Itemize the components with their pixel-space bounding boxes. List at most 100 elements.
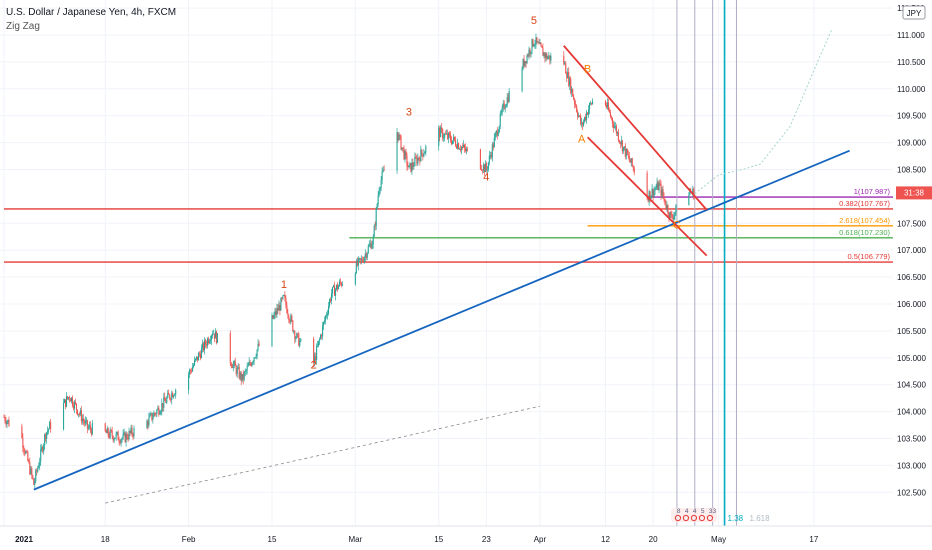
candle-body xyxy=(291,315,293,321)
candle-body xyxy=(653,190,655,197)
price-axis[interactable]: 111.500111.000110.500110.000109.500109.0… xyxy=(825,0,932,526)
candle-body xyxy=(670,211,672,215)
candle-body xyxy=(281,298,283,300)
candle-body xyxy=(464,147,467,152)
candle-body xyxy=(64,399,67,407)
candle-body xyxy=(44,434,46,446)
candle-body xyxy=(47,430,49,433)
candle-body xyxy=(280,298,282,311)
candle-body xyxy=(614,125,616,127)
candle-body xyxy=(480,169,482,171)
candle-body xyxy=(688,195,690,206)
candle-body xyxy=(154,412,156,414)
candle-body xyxy=(544,52,546,58)
date-tick-label: 12 xyxy=(601,535,610,544)
candle-body xyxy=(377,195,379,205)
candle-body xyxy=(633,168,635,173)
candle-body xyxy=(114,438,116,439)
candle-body xyxy=(462,144,465,147)
candle-body xyxy=(485,163,487,170)
candle-body xyxy=(122,433,124,439)
candle-body xyxy=(31,468,33,476)
candle-body xyxy=(359,258,361,260)
candle-body xyxy=(586,112,588,120)
wave-label-C: C xyxy=(673,220,681,232)
price-tick-label: 106.000 xyxy=(897,300,926,309)
candle-body xyxy=(157,407,159,411)
candle-body xyxy=(238,367,240,379)
candle-body xyxy=(661,189,663,196)
candle-body xyxy=(665,204,667,209)
candle-body xyxy=(438,128,440,147)
price-tick-label: 109.000 xyxy=(897,139,926,148)
candle-body xyxy=(496,130,498,136)
candle-body xyxy=(172,393,174,398)
candle-body xyxy=(288,315,290,321)
candle-body xyxy=(50,422,52,430)
candle-body xyxy=(446,133,448,135)
candle-body xyxy=(63,399,66,403)
candle-body xyxy=(491,144,493,158)
trendlines[interactable] xyxy=(33,45,850,504)
currency-badge[interactable]: JPY xyxy=(902,5,926,20)
candle-body xyxy=(168,392,170,395)
candle-body xyxy=(573,96,575,100)
candle-body xyxy=(408,165,410,168)
candle-body xyxy=(629,160,631,163)
candle-body xyxy=(236,368,238,375)
chart-legend[interactable]: U.S. Dollar / Japanese Yen, 4h, FXCM Zig… xyxy=(6,6,176,34)
candle-body xyxy=(503,103,505,109)
candle-body xyxy=(277,308,279,311)
candle-body xyxy=(243,372,245,380)
candle-body xyxy=(418,157,420,159)
candle-body xyxy=(162,403,164,408)
candle-body xyxy=(606,102,608,108)
candle-body xyxy=(383,170,385,171)
candle-body xyxy=(415,157,417,158)
candle-body xyxy=(654,189,656,191)
candle-body xyxy=(209,340,211,342)
candle-body xyxy=(201,343,204,349)
candle-body xyxy=(161,403,163,412)
candle-body xyxy=(407,166,409,168)
candle-body xyxy=(533,44,535,47)
time-axis[interactable]: 2021 18 Feb 15 Mar 15 23 Apr 12 20 May 17 xyxy=(0,525,932,550)
candle-body xyxy=(664,198,666,205)
candle-body xyxy=(155,413,157,415)
candle-body xyxy=(132,434,134,437)
candle-body xyxy=(164,396,166,401)
candle-body xyxy=(378,189,380,196)
candle-body xyxy=(37,467,39,472)
candle-body xyxy=(570,78,572,93)
candle-body xyxy=(321,335,323,337)
candle-body xyxy=(621,140,623,152)
indicator-name[interactable]: Zig Zag xyxy=(6,21,40,32)
candle-body xyxy=(372,236,374,245)
candle-body xyxy=(322,325,324,337)
candle-body xyxy=(420,149,422,162)
candle-body xyxy=(167,392,169,398)
candle-body xyxy=(205,344,208,346)
candle-body xyxy=(498,126,500,132)
candle-body xyxy=(591,103,593,105)
candle-body xyxy=(336,284,339,290)
cycle-lines xyxy=(676,0,737,526)
candle-body xyxy=(38,466,40,468)
date-tick-label: 23 xyxy=(482,535,491,544)
candle-body xyxy=(549,55,551,61)
candle-body xyxy=(616,132,618,134)
candle-body xyxy=(324,320,326,323)
candle-body xyxy=(175,389,177,395)
symbol-title[interactable]: U.S. Dollar / Japanese Yen, 4h, FXCM xyxy=(6,7,177,18)
candle-body xyxy=(651,188,653,196)
candle-body xyxy=(233,361,235,365)
wave-label-A: A xyxy=(578,134,586,146)
candle-body xyxy=(208,341,210,343)
candle-body xyxy=(327,313,329,316)
candle-body xyxy=(463,144,466,148)
candle-body xyxy=(169,394,171,399)
candle-body xyxy=(319,338,321,341)
candle-body xyxy=(211,333,213,336)
candle-body xyxy=(296,333,298,338)
